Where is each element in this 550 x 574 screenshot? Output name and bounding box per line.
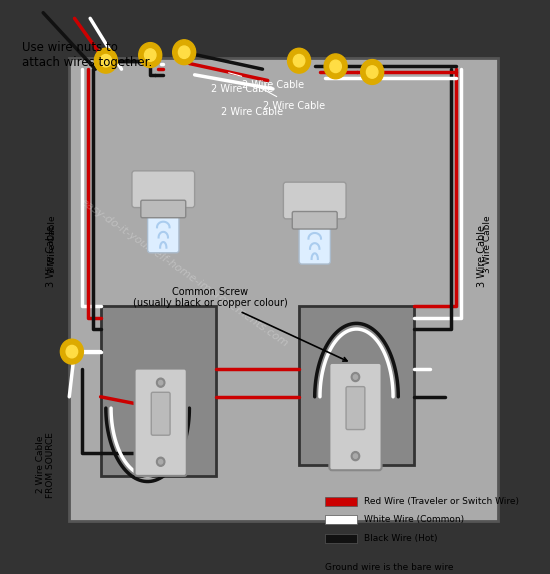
FancyBboxPatch shape <box>141 200 186 218</box>
Circle shape <box>95 48 117 73</box>
Text: 2 Wire Cable: 2 Wire Cable <box>229 73 304 90</box>
Circle shape <box>288 48 311 73</box>
Text: Use wire nuts to
attach wires together.: Use wire nuts to attach wires together. <box>23 41 152 69</box>
Circle shape <box>293 55 305 67</box>
Bar <box>299 307 414 464</box>
Text: easy-do-it-yourself-home-improvements.com: easy-do-it-yourself-home-improvements.co… <box>79 196 290 348</box>
FancyBboxPatch shape <box>147 211 179 253</box>
Bar <box>101 307 216 476</box>
Circle shape <box>100 55 112 67</box>
Text: Red Wire (Traveler or Switch Wire): Red Wire (Traveler or Switch Wire) <box>364 497 519 506</box>
FancyBboxPatch shape <box>135 369 187 476</box>
Bar <box>325 497 356 506</box>
Circle shape <box>157 457 165 466</box>
Circle shape <box>324 54 347 79</box>
Circle shape <box>157 378 165 387</box>
Text: 2 Wire Cable: 2 Wire Cable <box>255 84 324 111</box>
Circle shape <box>330 60 342 72</box>
Circle shape <box>351 452 360 460</box>
Circle shape <box>353 454 358 459</box>
Text: 3 Wire Cable: 3 Wire Cable <box>48 215 57 273</box>
Text: White Wire (Common): White Wire (Common) <box>364 515 464 525</box>
Circle shape <box>145 49 156 61</box>
FancyBboxPatch shape <box>329 363 382 470</box>
Bar <box>69 58 498 521</box>
Text: 3 Wire Cable: 3 Wire Cable <box>46 224 56 286</box>
Circle shape <box>353 375 358 379</box>
Circle shape <box>366 66 378 78</box>
Text: Common Screw
(usually black or copper colour): Common Screw (usually black or copper co… <box>133 287 347 361</box>
Text: 2 Wire Cable: 2 Wire Cable <box>211 84 273 94</box>
Circle shape <box>158 381 163 385</box>
Circle shape <box>351 373 360 382</box>
FancyBboxPatch shape <box>346 387 365 429</box>
Circle shape <box>173 40 196 65</box>
Bar <box>325 515 356 525</box>
Text: Ground wire is the bare wire: Ground wire is the bare wire <box>325 563 454 572</box>
Text: 2 Wire Cable: 2 Wire Cable <box>221 107 283 117</box>
Text: 2 Wire Cable
FROM SOURCE: 2 Wire Cable FROM SOURCE <box>36 432 56 498</box>
Circle shape <box>178 46 190 59</box>
Circle shape <box>361 60 384 84</box>
FancyBboxPatch shape <box>292 212 337 229</box>
Text: 3 Wire Cable: 3 Wire Cable <box>482 215 492 273</box>
FancyBboxPatch shape <box>299 222 331 264</box>
Bar <box>325 534 356 543</box>
Text: 3 Wire Cable: 3 Wire Cable <box>477 224 487 286</box>
FancyBboxPatch shape <box>283 182 346 219</box>
FancyBboxPatch shape <box>151 392 170 435</box>
Circle shape <box>66 346 78 358</box>
Circle shape <box>139 42 162 68</box>
Circle shape <box>158 460 163 464</box>
Text: Black Wire (Hot): Black Wire (Hot) <box>364 534 438 543</box>
Circle shape <box>60 339 84 364</box>
FancyBboxPatch shape <box>132 171 195 208</box>
